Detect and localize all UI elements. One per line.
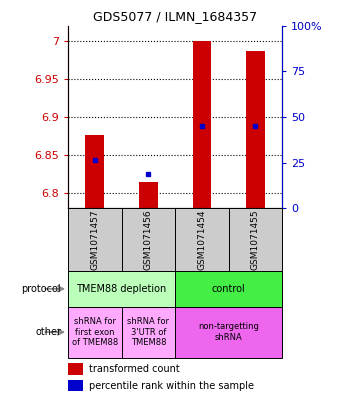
Title: GDS5077 / ILMN_1684357: GDS5077 / ILMN_1684357 [93,10,257,23]
Text: control: control [212,284,245,294]
Bar [192,41,211,208]
Text: shRNA for
first exon
of TMEM88: shRNA for first exon of TMEM88 [72,317,118,347]
Bar [121,208,175,271]
Text: TMEM88 depletion: TMEM88 depletion [76,284,167,294]
Text: protocol: protocol [21,284,61,294]
Text: GSM1071457: GSM1071457 [90,209,99,270]
Text: GSM1071456: GSM1071456 [144,209,153,270]
Bar [85,135,104,208]
Text: non-targetting
shRNA: non-targetting shRNA [198,322,259,342]
Bar [68,363,83,375]
Bar [139,182,158,208]
Text: transformed count: transformed count [89,364,180,374]
Bar [175,208,228,271]
Text: GSM1071454: GSM1071454 [198,209,206,270]
Bar [246,51,265,208]
Bar [68,307,121,358]
Text: shRNA for
3'UTR of
TMEM88: shRNA for 3'UTR of TMEM88 [127,317,169,347]
Bar [121,307,175,358]
Bar [228,208,282,271]
Bar [68,271,175,307]
Bar [68,208,121,271]
Text: percentile rank within the sample: percentile rank within the sample [89,381,254,391]
Text: other: other [35,327,61,337]
Bar [175,307,282,358]
Bar [175,271,282,307]
Text: GSM1071455: GSM1071455 [251,209,260,270]
Bar [68,380,83,391]
